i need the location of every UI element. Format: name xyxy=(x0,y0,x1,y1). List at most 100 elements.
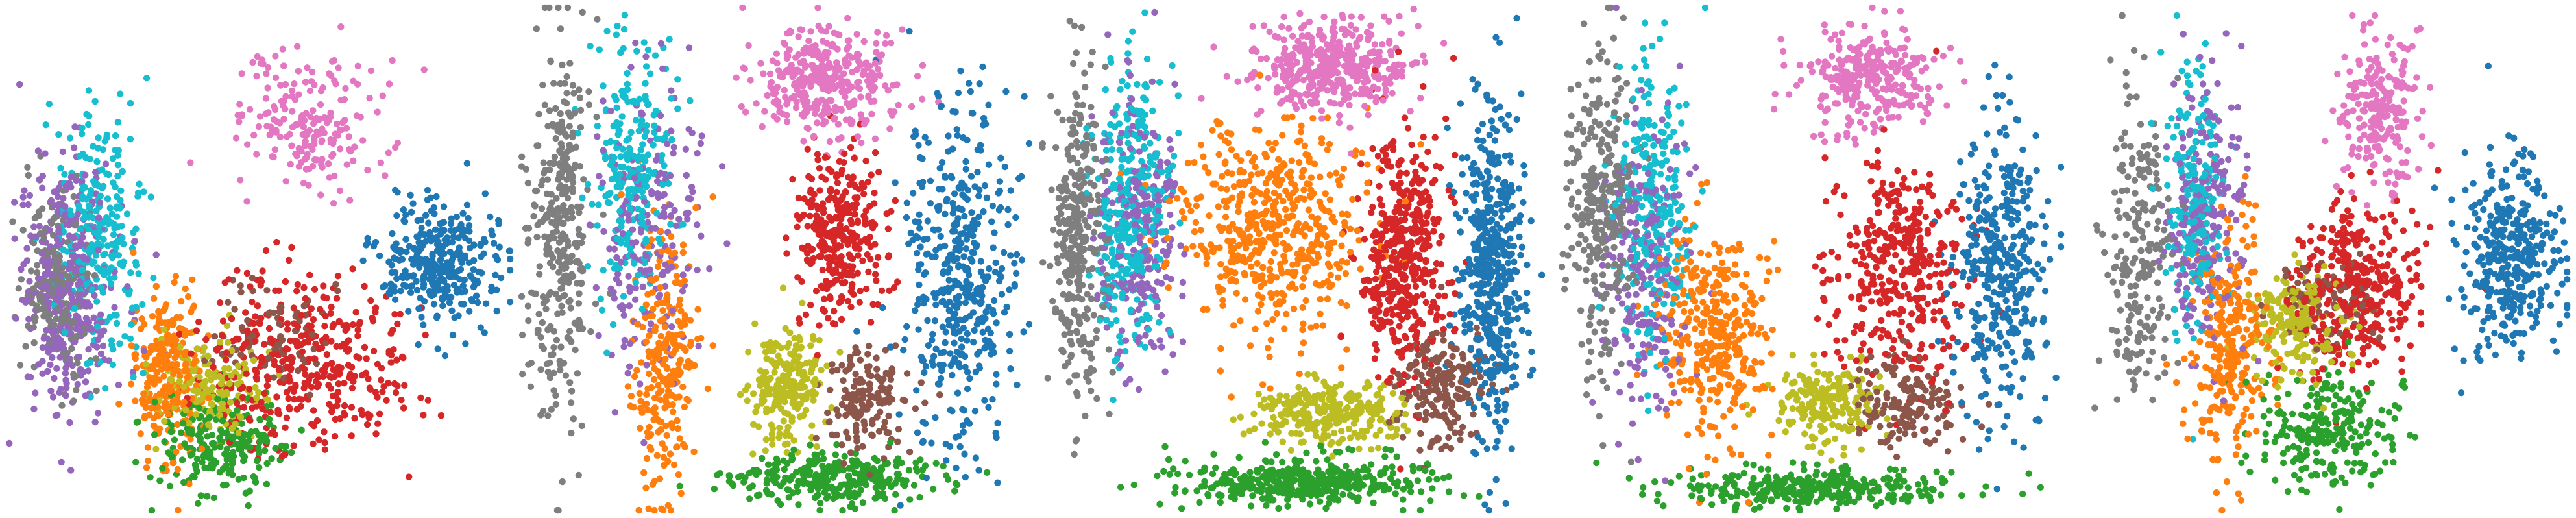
scatter-point-orange xyxy=(127,380,135,388)
scatter-point-red xyxy=(808,175,816,182)
scatter-point-blue xyxy=(449,251,457,259)
scatter-point-gray xyxy=(558,219,565,227)
scatter-point-gray xyxy=(58,402,66,409)
scatter-point-cyan xyxy=(75,258,82,265)
scatter-point-red xyxy=(387,359,395,366)
scatter-point-blue xyxy=(1018,173,1025,180)
scatter-point-red xyxy=(838,170,845,178)
scatter-point-red xyxy=(291,338,298,345)
scatter-point-gray xyxy=(42,310,49,317)
scatter-point-red xyxy=(798,278,805,285)
scatter-point-cyan xyxy=(119,167,126,175)
scatter-point-brown xyxy=(853,421,860,428)
scatter-point-olive xyxy=(760,373,768,380)
scatter-point-blue xyxy=(994,479,1001,486)
scatter-point-red xyxy=(234,267,241,274)
scatter-point-pink xyxy=(738,103,745,110)
scatter-point-green xyxy=(167,428,175,436)
scatter-point-red xyxy=(843,201,851,208)
scatter-point-gray xyxy=(535,310,542,318)
scatter-point-purple xyxy=(586,221,593,228)
scatter-point-red xyxy=(261,341,268,348)
scatter-point-blue xyxy=(901,336,908,343)
scatter-point-brown xyxy=(300,302,308,310)
scatter-point-blue xyxy=(940,269,947,277)
scatter-point-olive xyxy=(762,436,770,443)
scatter-point-purple xyxy=(626,363,633,370)
scatter-point-red xyxy=(847,217,855,224)
scatter-point-pink xyxy=(282,80,289,88)
scatter-point-blue xyxy=(970,217,978,224)
scatter-point-green xyxy=(196,404,203,412)
scatter-point-brown xyxy=(866,342,873,350)
scatter-point-cyan xyxy=(55,131,62,138)
scatter-point-red xyxy=(369,314,376,322)
scatter-point-brown xyxy=(869,432,877,439)
scatter-point-red xyxy=(351,373,359,380)
scatter-point-green xyxy=(189,473,197,480)
scatter-point-pink xyxy=(238,70,245,77)
scatter-panel-1 xyxy=(6,23,514,514)
scatter-point-cyan xyxy=(97,192,104,199)
scatter-point-purple xyxy=(85,345,92,353)
scatter-point-blue xyxy=(970,339,977,346)
scatter-point-pink xyxy=(886,125,893,132)
scatter-point-green xyxy=(905,467,913,474)
scatter-point-cyan xyxy=(646,70,654,77)
scatter-point-cyan xyxy=(110,231,117,238)
scatter-point-red xyxy=(857,287,864,295)
scatter-point-purple xyxy=(11,235,18,242)
scatter-point-red xyxy=(849,263,857,270)
scatter-point-cyan xyxy=(93,298,101,305)
scatter-point-red xyxy=(394,382,401,389)
scatter-point-pink xyxy=(760,70,767,77)
scatter-point-gray xyxy=(566,60,574,67)
scatter-point-red xyxy=(367,412,374,419)
scatter-point-blue xyxy=(405,308,412,315)
scatter-point-red xyxy=(822,176,829,183)
scatter-point-purple xyxy=(670,150,677,157)
scatter-point-cyan xyxy=(93,158,101,166)
scatter-point-brown xyxy=(886,384,893,391)
scatter-point-blue xyxy=(506,299,514,306)
scatter-point-orange xyxy=(679,249,687,256)
scatter-point-red xyxy=(851,154,858,162)
scatter-point-red xyxy=(840,159,847,166)
scatter-point-orange xyxy=(670,350,677,357)
scatter-point-blue xyxy=(953,349,961,356)
scatter-point-blue xyxy=(966,312,973,320)
scatter-point-pink xyxy=(382,172,389,179)
scatter-point-olive xyxy=(796,413,804,421)
scatter-point-blue xyxy=(496,243,503,251)
scatter-point-orange xyxy=(640,469,648,476)
scatter-point-pink xyxy=(282,105,289,113)
scatter-point-cyan xyxy=(633,47,640,55)
scatter-point-cyan xyxy=(150,275,157,282)
scatter-point-orange xyxy=(636,389,643,397)
scatter-point-orange xyxy=(165,388,173,395)
scatter-point-blue xyxy=(991,268,999,276)
scatter-point-orange xyxy=(140,390,147,397)
scatter-point-pink xyxy=(265,109,272,116)
scatter-point-orange xyxy=(144,458,152,465)
scatter-point-brown xyxy=(912,405,919,412)
scatter-point-blue xyxy=(459,210,467,217)
scatter-point-green xyxy=(735,473,742,481)
scatter-point-green xyxy=(853,457,860,464)
scatter-point-purple xyxy=(706,265,713,273)
scatter-point-purple xyxy=(698,232,705,240)
scatter-point-orange xyxy=(144,444,152,451)
scatter-point-cyan xyxy=(132,259,140,266)
scatter-point-purple xyxy=(668,87,675,94)
scatter-point-purple xyxy=(629,253,637,260)
scatter-point-olive xyxy=(226,380,233,388)
scatter-point-olive xyxy=(749,390,757,397)
scatter-point-orange xyxy=(663,432,670,439)
scatter-point-blue xyxy=(434,281,441,289)
scatter-point-blue xyxy=(966,375,973,382)
scatter-point-brown xyxy=(847,353,854,361)
scatter-point-pink xyxy=(854,79,861,86)
scatter-point-green xyxy=(840,467,847,474)
scatter-point-green xyxy=(265,420,273,428)
scatter-point-orange xyxy=(650,376,658,383)
